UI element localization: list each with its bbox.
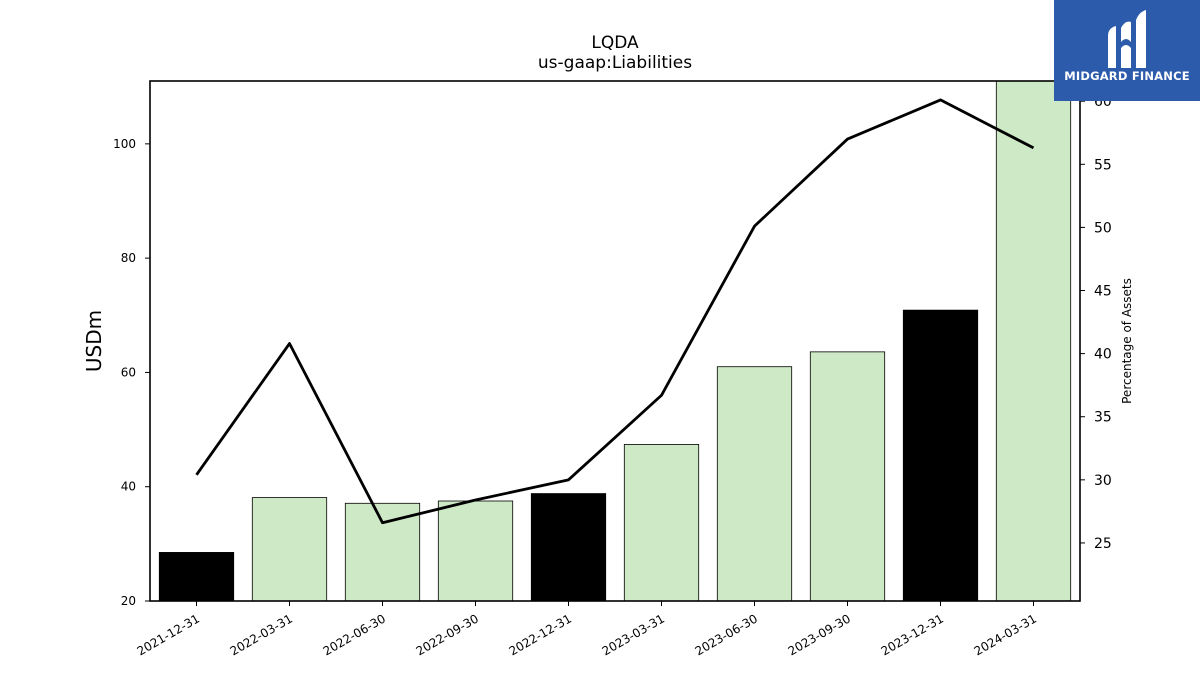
y-tick-label: 100 [113, 137, 136, 151]
bar [995, 80, 1072, 602]
x-tick-label: 2023-06-30 [693, 611, 760, 658]
y-tick-label: 60 [121, 365, 136, 379]
chart-subtitle: us-gaap:Liabilities [538, 53, 692, 73]
x-tick-label: 2022-06-30 [321, 611, 388, 658]
bar [623, 444, 700, 602]
y2-tick-label: 45 [1094, 284, 1112, 300]
bar [716, 366, 793, 602]
line-series [195, 98, 1035, 525]
x-axis: 2021-12-31 2022-03-31 2022-06-30 2022-09-30… [135, 601, 1039, 658]
bar [530, 493, 607, 602]
x-tick-label: 2024-03-31 [972, 611, 1039, 658]
bar [437, 500, 514, 602]
y-axis-label: USDm [82, 310, 106, 372]
bar [251, 497, 328, 602]
line-layer [195, 98, 1035, 525]
bars-layer [158, 80, 1072, 602]
y2-axis-label: Percentage of Assets [1120, 278, 1134, 404]
bar [344, 502, 421, 602]
x-tick-label: 2023-09-30 [786, 611, 853, 658]
bar [158, 552, 235, 602]
y2-tick-label: 50 [1094, 220, 1112, 236]
y-tick-label: 80 [121, 251, 136, 265]
x-tick-label: 2022-12-31 [507, 611, 574, 658]
x-tick-label: 2021-12-31 [135, 611, 202, 658]
y2-tick-label: 55 [1094, 157, 1112, 173]
logo-text: MIDGARD FINANCE [1064, 69, 1190, 83]
x-tick-label: 2023-03-31 [600, 611, 667, 658]
bar [902, 309, 979, 602]
y2-tick-label: 30 [1094, 473, 1112, 489]
y2-tick-label: 40 [1094, 347, 1112, 363]
y-axis-left: 20 40 60 80 100 [113, 137, 150, 608]
x-tick-label: 2023-12-31 [879, 611, 946, 658]
x-tick-label: 2022-03-31 [228, 611, 295, 658]
y2-tick-label: 25 [1094, 536, 1112, 552]
bar [809, 351, 886, 602]
midgard-finance-logo: MIDGARD FINANCE [1054, 0, 1200, 101]
y-tick-label: 40 [121, 480, 136, 494]
x-tick-label: 2022-09-30 [414, 611, 481, 658]
plot-frame [149, 80, 1081, 602]
chart-title: LQDA [591, 33, 639, 53]
y-tick-label: 20 [121, 594, 136, 608]
logo-mark-icon [1108, 10, 1146, 68]
y2-tick-label: 35 [1094, 410, 1112, 426]
